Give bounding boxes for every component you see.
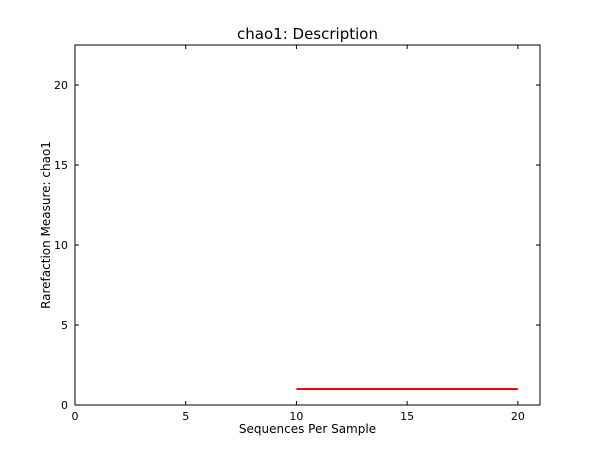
chart-title: chao1: Description	[237, 25, 378, 43]
x-tick-label: 5	[182, 410, 189, 423]
y-tick-label: 20	[54, 79, 68, 92]
x-tick-label: 20	[511, 410, 525, 423]
plot-frame	[74, 44, 541, 406]
x-tick-label: 0	[72, 410, 79, 423]
y-tick-label: 10	[54, 239, 68, 252]
plot-area: 0 5 10 15 20 0 5 10 15 20	[54, 44, 541, 423]
y-tick-label: 5	[61, 319, 68, 332]
y-axis-label: Rarefaction Measure: chao1	[39, 141, 53, 309]
y-tick-label: 0	[61, 399, 68, 412]
x-axis-label: Sequences Per Sample	[239, 422, 376, 436]
x-tick-label: 10	[289, 410, 303, 423]
y-tick-label: 15	[54, 159, 68, 172]
x-tick-label: 15	[400, 410, 414, 423]
